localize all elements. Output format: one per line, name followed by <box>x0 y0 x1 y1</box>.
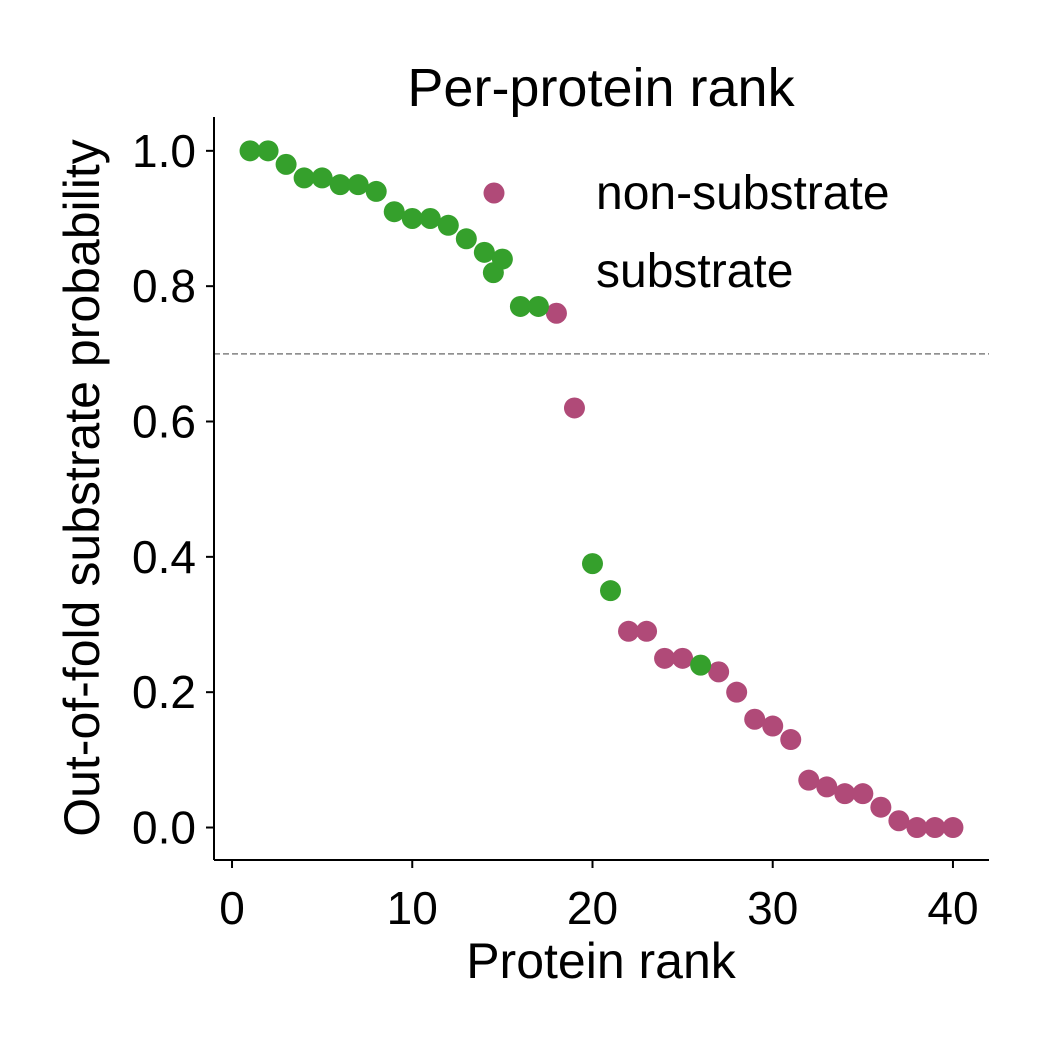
data-point <box>239 140 261 162</box>
data-point <box>401 208 423 230</box>
data-point <box>365 180 387 202</box>
legend: non-substrate substrate <box>483 167 890 298</box>
data-points <box>239 140 964 839</box>
data-point <box>437 214 459 236</box>
data-point <box>780 729 802 751</box>
data-point <box>816 776 838 798</box>
data-point <box>563 397 585 419</box>
data-point <box>581 553 603 575</box>
data-point <box>672 647 694 669</box>
data-point <box>473 241 495 263</box>
chart-title: Per-protein rank <box>407 58 795 118</box>
legend-label: substrate <box>596 245 793 298</box>
series-non-substrate <box>545 302 964 839</box>
y-axis-label: Out-of-fold substrate probability <box>54 139 110 837</box>
data-point <box>491 248 513 270</box>
data-point <box>906 817 928 839</box>
legend-label: non-substrate <box>596 167 890 220</box>
data-point <box>257 140 279 162</box>
y-tick-label: 0.0 <box>132 802 196 854</box>
data-point <box>455 228 477 250</box>
x-axis-label: Protein rank <box>466 933 737 989</box>
x-tick-label: 40 <box>927 882 978 934</box>
legend-marker <box>483 182 505 204</box>
y-tick-label: 0.4 <box>132 531 196 583</box>
data-point <box>383 201 405 223</box>
data-point <box>942 817 964 839</box>
data-point <box>419 208 441 230</box>
data-point <box>798 769 820 791</box>
x-tick-label: 0 <box>219 882 245 934</box>
data-point <box>347 174 369 196</box>
data-point <box>744 708 766 730</box>
y-tick-label: 0.2 <box>132 666 196 718</box>
y-tick-label: 0.8 <box>132 260 196 312</box>
data-point <box>275 153 297 175</box>
data-point <box>690 654 712 676</box>
data-point <box>708 661 730 683</box>
y-tick-label: 0.6 <box>132 396 196 448</box>
data-point <box>762 715 784 737</box>
data-point <box>924 817 946 839</box>
data-point <box>636 620 658 642</box>
y-tick-label: 1.0 <box>132 125 196 177</box>
data-point <box>311 167 333 189</box>
x-tick-label: 20 <box>567 882 618 934</box>
data-point <box>726 681 748 703</box>
data-point <box>545 302 567 324</box>
data-point <box>527 295 549 317</box>
data-point <box>888 810 910 832</box>
data-point <box>509 295 531 317</box>
data-point <box>618 620 640 642</box>
x-axis-ticks: 0 10 20 30 40 <box>219 860 979 934</box>
data-point <box>654 647 676 669</box>
data-point <box>870 796 892 818</box>
data-point <box>600 580 622 602</box>
data-point <box>329 174 351 196</box>
data-point <box>293 167 315 189</box>
data-point <box>834 783 856 805</box>
x-tick-label: 10 <box>387 882 438 934</box>
y-axis-ticks: 0.0 0.2 0.4 0.6 0.8 1.0 <box>132 125 214 854</box>
series-substrate <box>239 140 712 676</box>
data-point <box>852 783 874 805</box>
x-tick-label: 30 <box>747 882 798 934</box>
